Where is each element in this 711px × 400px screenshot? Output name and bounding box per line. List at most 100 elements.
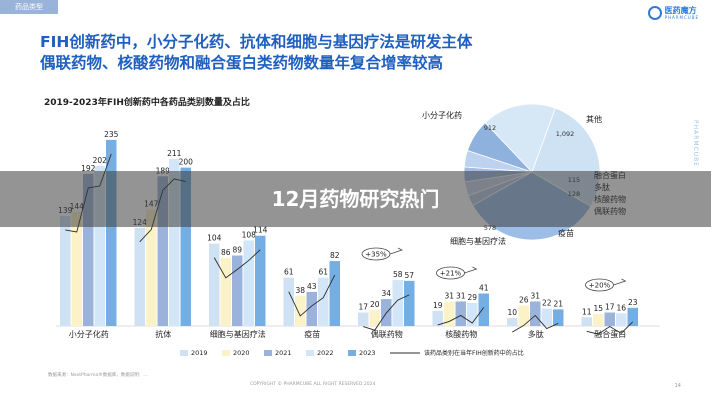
bar-value-label: 114 bbox=[253, 226, 268, 235]
bar-value-label: 17 bbox=[605, 303, 615, 312]
bar-value-label: 26 bbox=[519, 295, 529, 304]
bar-value-label: 31 bbox=[456, 291, 466, 300]
banner-text: 12月药物研究热门 bbox=[271, 187, 440, 211]
bar-2023-1 bbox=[180, 167, 191, 326]
bar-value-label: 31 bbox=[530, 291, 540, 300]
pie-category-label: 其他 bbox=[586, 114, 602, 124]
trend-line-6 bbox=[512, 314, 559, 333]
category-label: 抗体 bbox=[155, 329, 171, 339]
bar-2023-7 bbox=[627, 307, 638, 326]
logo-name: 医药魔方 bbox=[664, 5, 697, 15]
bar-value-label: 38 bbox=[295, 286, 305, 295]
bar-value-label: 89 bbox=[232, 246, 242, 255]
legend-swatch-2023 bbox=[348, 350, 356, 356]
bar-2022-3 bbox=[318, 277, 329, 326]
bar-value-label: 16 bbox=[616, 303, 626, 312]
growth-label: +20% bbox=[589, 282, 611, 290]
bar-2022-1 bbox=[169, 158, 180, 326]
bar-2020-6 bbox=[518, 305, 529, 326]
legend-label: 2021 bbox=[275, 349, 292, 357]
bar-value-label: 235 bbox=[104, 130, 119, 139]
bar-value-label: 29 bbox=[467, 293, 477, 302]
bar-value-label: 15 bbox=[593, 304, 603, 313]
trend-line-3 bbox=[288, 274, 336, 317]
logo-icon bbox=[647, 6, 662, 20]
bar-value-label: 202 bbox=[93, 156, 108, 165]
logo-subtitle: PHARMCUBE bbox=[664, 14, 699, 20]
footnote: 数据来源：NextPharma®数据库，数据说明：... bbox=[48, 373, 148, 378]
copyright: COPYRIGHT © PHARMCUBE ALL RIGHT RESERVED… bbox=[250, 382, 376, 387]
bar-value-label: 57 bbox=[404, 271, 414, 280]
legend-label: 2022 bbox=[317, 349, 334, 357]
bar-value-label: 43 bbox=[307, 282, 317, 291]
category-label: 融合蛋白 bbox=[594, 329, 626, 339]
bar-2020-5 bbox=[444, 301, 455, 326]
category-label: 核酸药物 bbox=[445, 329, 477, 339]
bar-value-label: 31 bbox=[444, 291, 454, 300]
legend-label: 2019 bbox=[191, 349, 208, 357]
bar-2023-3 bbox=[329, 261, 340, 326]
bar-value-label: 108 bbox=[242, 230, 257, 239]
trend-line-7 bbox=[586, 321, 634, 335]
bar-value-label: 200 bbox=[179, 158, 194, 167]
category-label: 疫苗 bbox=[304, 329, 320, 339]
bar-2022-7 bbox=[616, 313, 627, 326]
category-tag: 药品类型 bbox=[0, 0, 58, 14]
bar-2021-1 bbox=[157, 176, 168, 326]
bar-value-label: 211 bbox=[167, 149, 182, 158]
bar-value-label: 17 bbox=[358, 303, 368, 312]
overlay-banner bbox=[0, 171, 711, 227]
bar-value-label: 192 bbox=[81, 164, 96, 173]
bar-2020-7 bbox=[593, 314, 604, 326]
bar-value-label: 61 bbox=[284, 268, 294, 277]
bar-2021-0 bbox=[83, 173, 94, 326]
bar-value-label: 82 bbox=[330, 251, 340, 260]
bar-2023-6 bbox=[553, 309, 564, 326]
bar-2019-5 bbox=[432, 310, 443, 326]
page-number: 14 bbox=[674, 383, 681, 389]
bar-2019-2 bbox=[209, 243, 220, 326]
pie-category-label: 细胞与基因疗法 bbox=[450, 236, 506, 246]
bar-2023-5 bbox=[478, 293, 489, 326]
bar-value-label: 189 bbox=[156, 166, 171, 175]
pie-category-label: 小分子化药 bbox=[422, 110, 462, 120]
bar-2020-0 bbox=[71, 211, 82, 326]
pie-category-label: 疫苗 bbox=[558, 228, 574, 238]
legend-swatch-2022 bbox=[306, 350, 314, 356]
bar-2020-3 bbox=[295, 295, 306, 326]
brand-logo: 医药魔方 PHARMCUBE bbox=[647, 5, 699, 20]
bar-2020-2 bbox=[220, 257, 231, 326]
growth-arrow bbox=[464, 266, 478, 274]
bar-2019-4 bbox=[358, 312, 369, 326]
legend-trend-label: 该药品类别在当年FIH创新药中的占比 bbox=[424, 349, 524, 357]
legend-swatch-2021 bbox=[264, 350, 272, 356]
trend-line-2 bbox=[213, 249, 261, 279]
bar-2021-5 bbox=[455, 301, 466, 326]
bar-value-label: 23 bbox=[628, 298, 638, 307]
bar-2019-3 bbox=[283, 277, 294, 326]
bar-2021-3 bbox=[306, 291, 317, 326]
legend-swatch-2020 bbox=[222, 350, 230, 356]
pie-value-label: 578 bbox=[484, 224, 496, 232]
legend-swatch-2019 bbox=[180, 350, 188, 356]
pie-value-label: 912 bbox=[484, 124, 496, 132]
trend-line-4 bbox=[363, 294, 410, 331]
bar-2020-1 bbox=[146, 209, 157, 326]
bar-value-label: 22 bbox=[542, 299, 552, 308]
category-label: 多肽 bbox=[528, 329, 544, 339]
bar-2020-4 bbox=[369, 310, 380, 326]
bar-value-label: 61 bbox=[318, 268, 328, 277]
bar-2019-0 bbox=[60, 215, 71, 326]
bar-value-label: 86 bbox=[221, 248, 231, 257]
growth-arrow bbox=[613, 278, 627, 286]
bar-2023-0 bbox=[106, 139, 117, 326]
growth-label: +35% bbox=[365, 251, 387, 259]
bar-value-label: 19 bbox=[433, 301, 443, 310]
bar-2022-6 bbox=[541, 308, 552, 326]
category-label: 小分子化药 bbox=[69, 329, 109, 339]
category-label: 偶联药物 bbox=[371, 329, 403, 339]
bar-2019-7 bbox=[581, 317, 592, 326]
legend-label: 2023 bbox=[359, 349, 376, 357]
bar-value-label: 58 bbox=[393, 270, 403, 279]
bar-2021-6 bbox=[530, 301, 541, 326]
